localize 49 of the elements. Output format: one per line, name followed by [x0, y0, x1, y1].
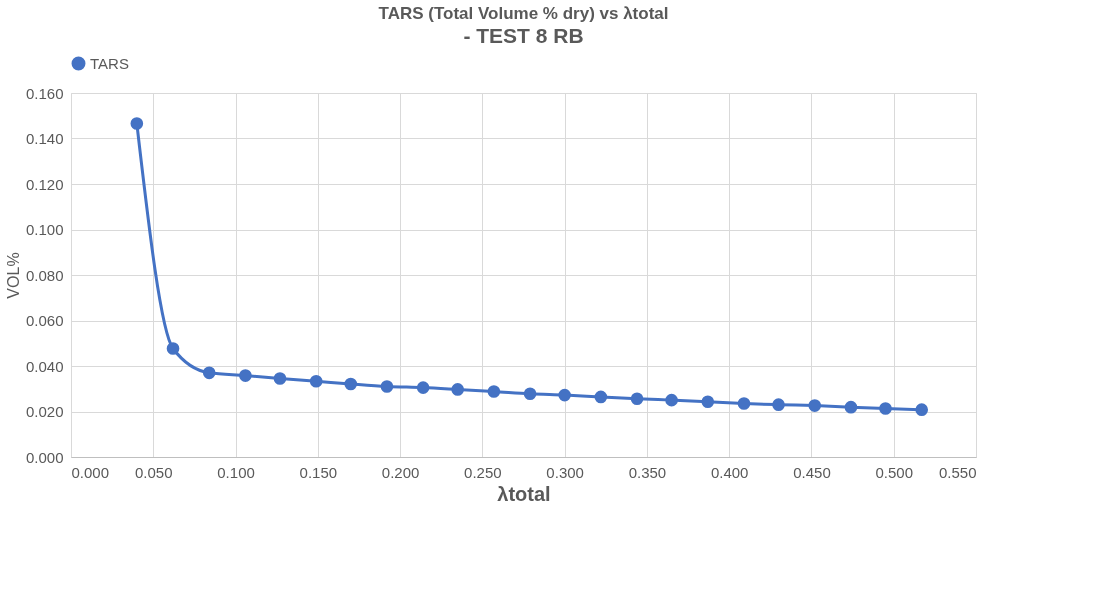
point: [451, 383, 465, 396]
y-tick-label: 0.040: [25, 357, 64, 375]
x-tick-label: 0.300: [546, 463, 584, 481]
point: [915, 403, 929, 416]
point: [344, 377, 358, 391]
point: [523, 387, 537, 401]
point: [558, 388, 571, 402]
x-tick-label: 0.500: [875, 463, 913, 481]
y-tick-label: 0.140: [25, 130, 64, 147]
x-tick-label: 0.250: [464, 463, 502, 481]
point: [808, 399, 822, 412]
chart-title: TARS (Total Volume % dry) vs λtotal: [378, 4, 669, 23]
x-tick-label: 0.100: [217, 463, 255, 481]
x-tick-label: 0.350: [628, 463, 667, 481]
point: [309, 374, 323, 388]
x-tick-label: 0.150: [299, 463, 338, 481]
point: [630, 392, 644, 406]
point: [273, 372, 287, 385]
point: [487, 385, 501, 398]
legend-label: TARS: [90, 54, 129, 72]
point: [844, 400, 858, 414]
x-tick-label: 0.400: [710, 463, 749, 481]
point: [166, 342, 180, 355]
chart-subtitle: - TEST 8 RB: [463, 24, 584, 47]
y-tick-label: 0.100: [25, 221, 64, 238]
x-tick-label: 0.050: [135, 463, 173, 481]
point: [594, 390, 608, 404]
x-tick-label: 0.550: [938, 463, 977, 481]
point: [772, 398, 785, 411]
x-tick-label: 0.200: [381, 463, 420, 481]
point: [737, 397, 751, 410]
y-tick-label: 0.120: [25, 175, 64, 193]
point: [879, 402, 892, 415]
point: [202, 366, 216, 380]
y-tick-label: 0.020: [25, 403, 64, 420]
x-tick-label: 0.000: [71, 463, 110, 481]
point: [416, 381, 430, 394]
y-axis-title: VOL%: [4, 252, 22, 299]
point: [380, 380, 394, 393]
y-tick-label: 0.060: [25, 312, 64, 329]
point: [701, 395, 715, 409]
x-tick-label: 0.450: [793, 463, 831, 481]
x-axis-title: λtotal: [497, 482, 551, 505]
point: [665, 393, 678, 407]
point: [239, 369, 252, 382]
point: [130, 117, 144, 130]
y-tick-label: 0.080: [25, 266, 64, 284]
y-tick-label: 0.160: [25, 84, 64, 102]
y-tick-label: 0.000: [25, 448, 64, 466]
